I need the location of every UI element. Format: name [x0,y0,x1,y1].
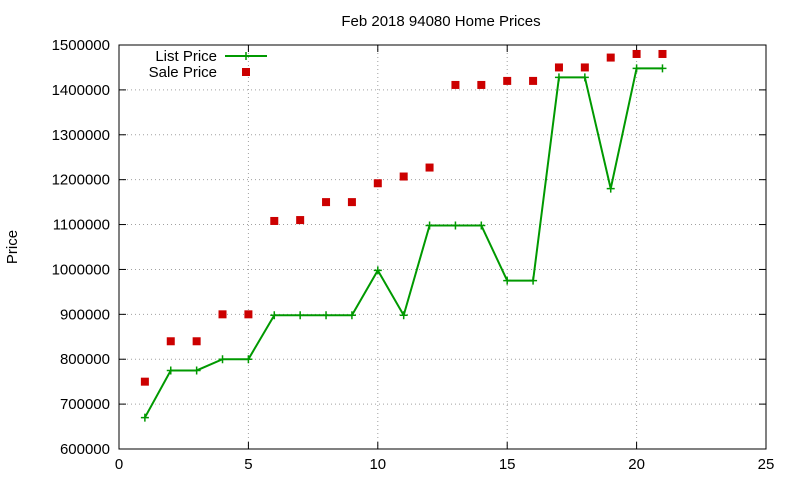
list-price-point [373,266,382,275]
sale-price-point [477,80,486,89]
list-price-point [399,311,408,320]
sale-price-point [166,337,175,346]
legend-point-sample [242,52,250,60]
sale-price-point [580,63,589,72]
list-price-point [322,311,331,320]
x-tick-label: 25 [758,456,775,473]
sale-price-point [606,53,615,62]
y-tick-label: 700000 [60,396,110,413]
list-price-point [632,64,641,73]
x-tick-label: 0 [115,456,123,473]
x-tick-label: 15 [499,456,516,473]
sale-price-point [399,172,408,181]
grid-lines [119,45,766,449]
y-tick-label: 1300000 [52,127,110,144]
x-tick-label: 10 [369,456,386,473]
axis-ticks: 0 5 10 15 20 25 600000 700000 800000 900000 100000… [52,37,775,473]
plot-frame [118,44,767,450]
series-0 [140,64,667,422]
list-price-point [658,64,667,73]
sale-price-point [373,179,382,188]
sale-price-point [296,216,305,225]
list-price-point [606,184,615,193]
list-price-point [270,311,279,320]
series-layer [140,49,667,422]
sale-price-point [632,49,641,58]
y-tick-label: 1200000 [52,172,110,189]
list-price-point [244,355,253,364]
legend-label: List Price [155,48,217,65]
sale-price-point [218,310,227,319]
chart-title: Feb 2018 94080 Home Prices [341,13,540,30]
legend-label: Sale Price [149,64,217,81]
list-price-point [529,276,538,285]
sale-price-point [503,76,512,85]
list-price-point [140,413,149,422]
list-price-point [166,366,175,375]
list-price-point [296,311,305,320]
y-axis-label: Price [4,230,21,264]
sale-price-point [322,198,331,207]
x-tick-label: 5 [244,456,252,473]
list-price-point [347,311,356,320]
sale-price-point [658,49,667,58]
y-tick-label: 1500000 [52,37,110,54]
y-tick-label: 900000 [60,306,110,323]
x-tick-label: 20 [628,456,645,473]
list-price-point [425,221,434,230]
sale-price-point [529,76,538,85]
list-price-point [192,366,201,375]
series-1 [140,49,667,386]
y-tick-label: 1400000 [52,82,110,99]
sale-price-point [192,337,201,346]
list-price-point [218,355,227,364]
sale-price-point [425,163,434,172]
y-tick-label: 1100000 [53,217,110,234]
sale-price-point [244,310,253,319]
list-price-point [503,276,512,285]
list-price-point [451,221,460,230]
list-price-point [554,73,563,82]
list-price-line [144,67,663,419]
list-price-point [477,221,486,230]
y-tick-label: 600000 [60,441,110,458]
sale-price-point [270,216,279,225]
y-tick-label: 1000000 [52,261,110,278]
sale-price-point [347,198,356,207]
sale-price-point [451,80,460,89]
y-tick-label: 800000 [60,351,110,368]
list-price-point [580,73,589,82]
legend-point-sample [242,68,250,76]
sale-price-point [140,377,149,386]
sale-price-point [554,63,563,72]
